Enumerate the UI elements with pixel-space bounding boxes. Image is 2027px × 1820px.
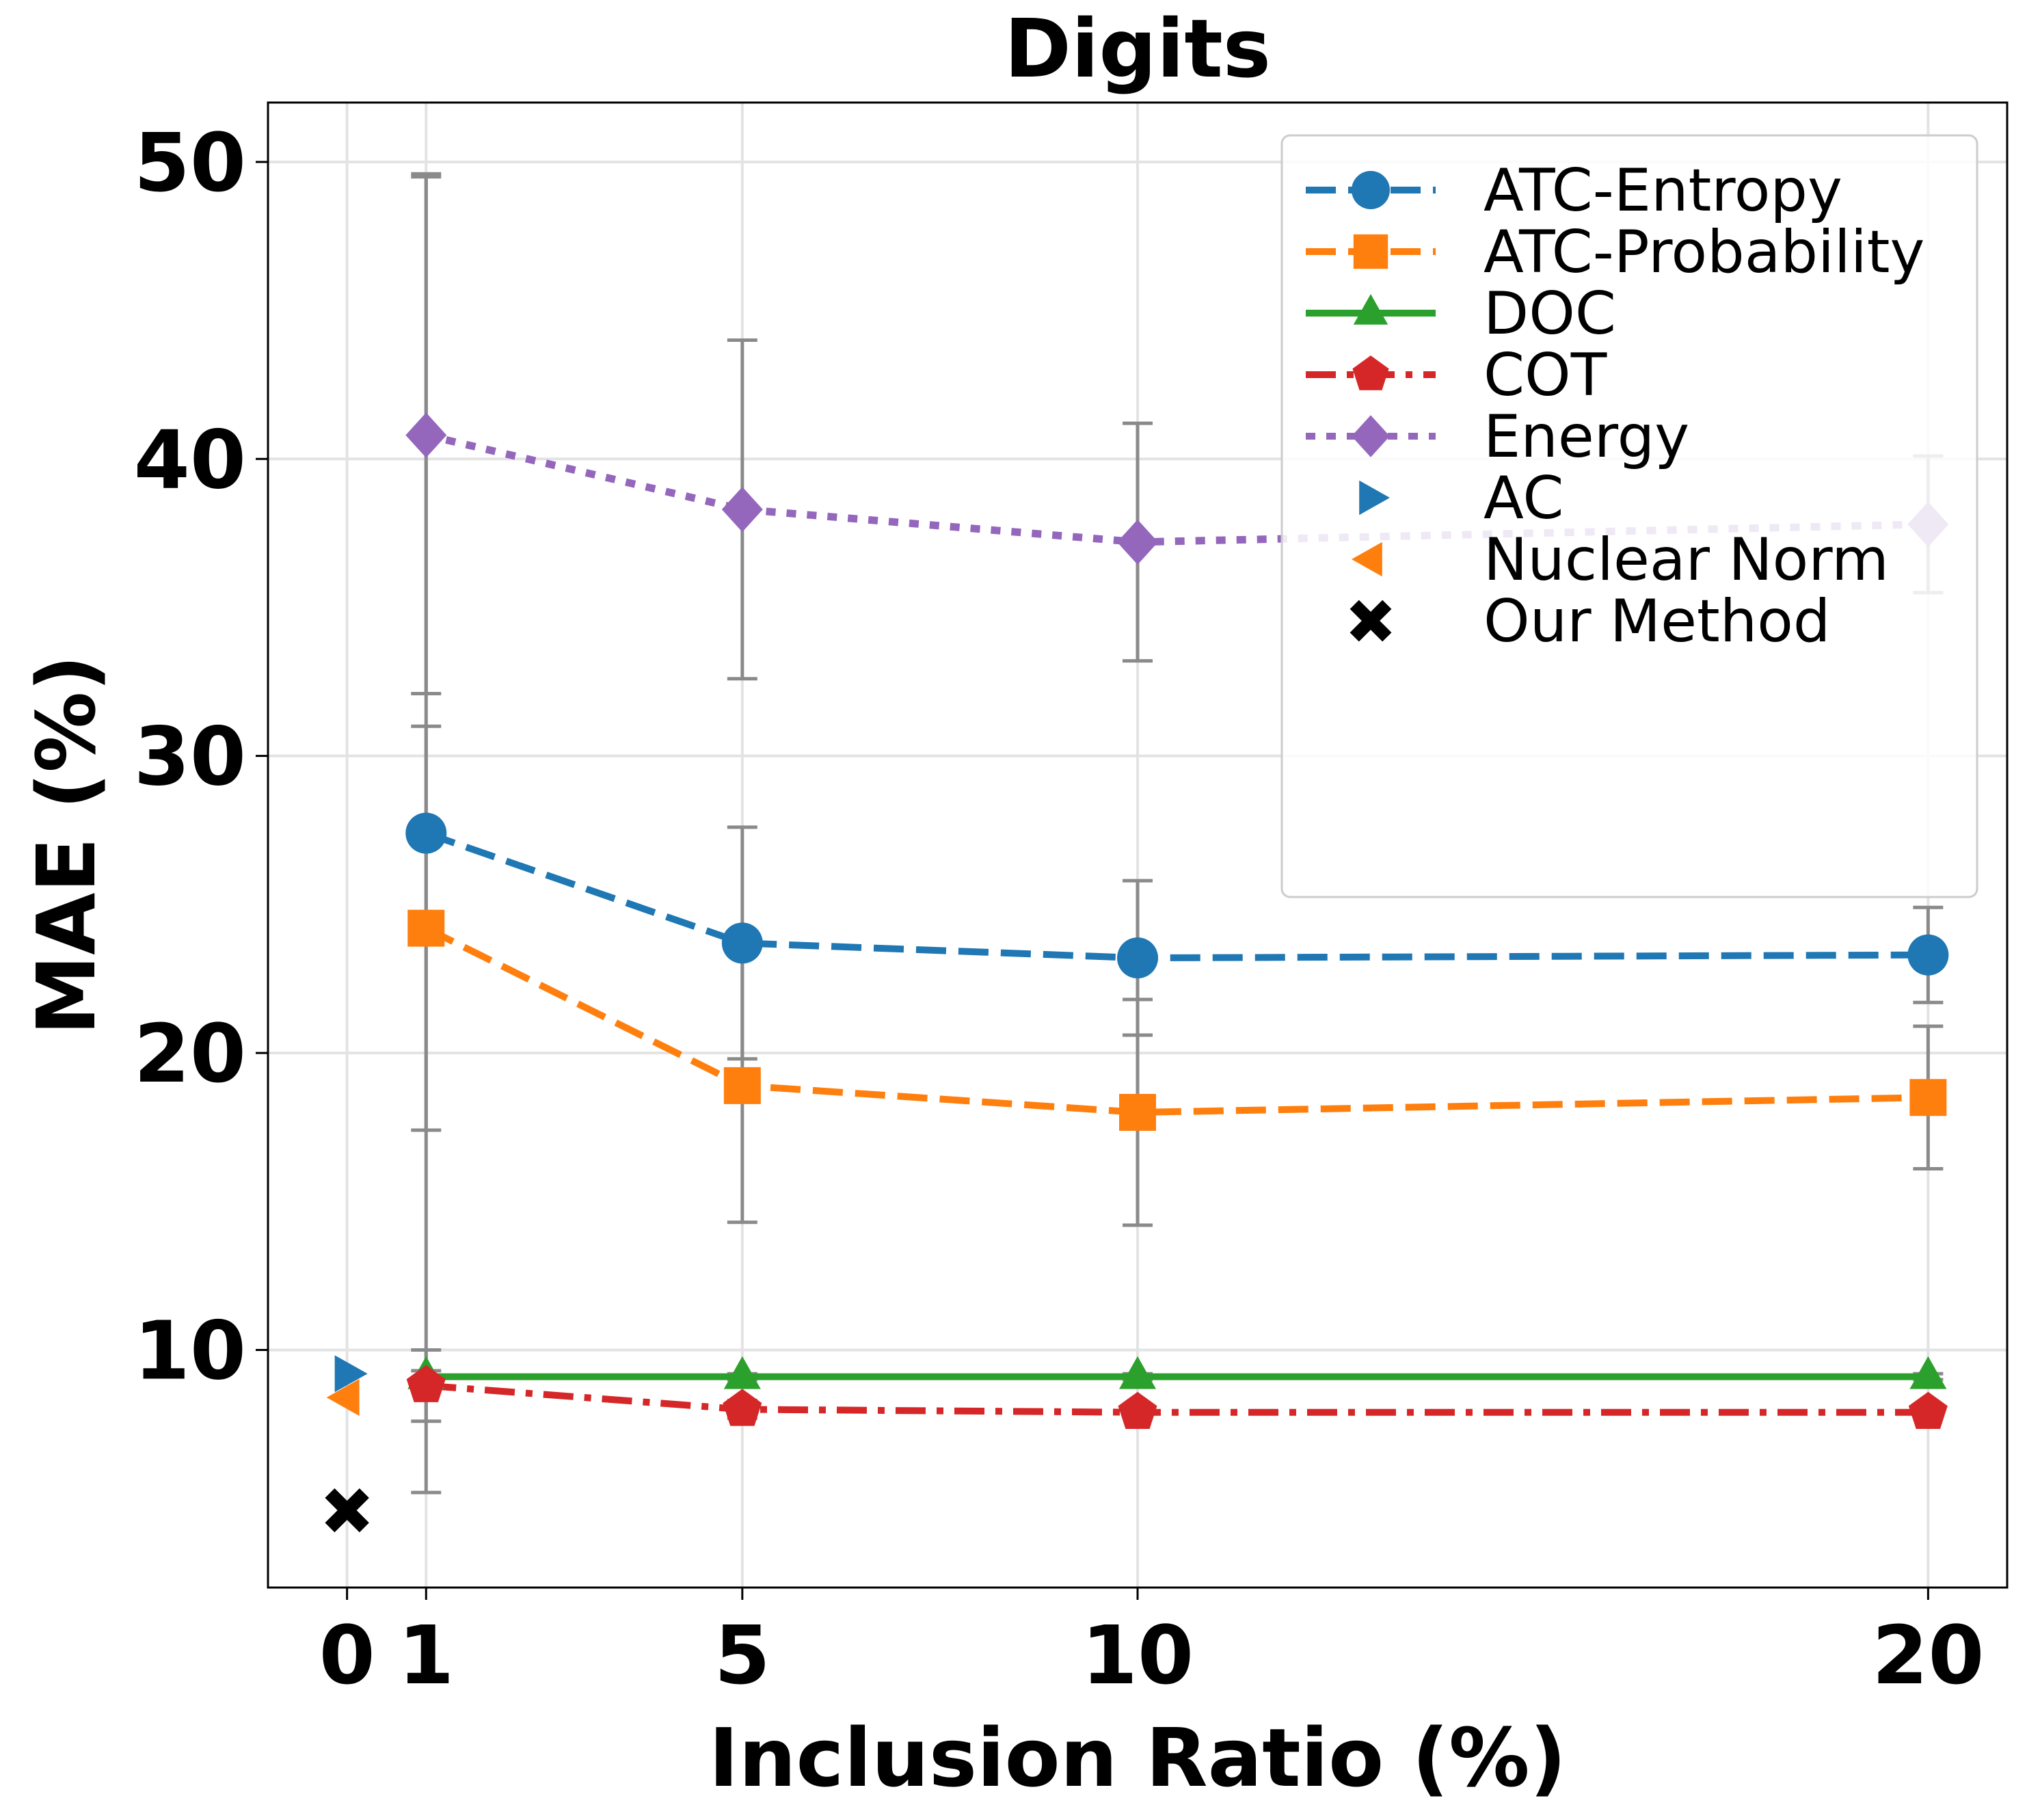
atc-probability-point [407,909,445,947]
doc-point [723,1356,761,1389]
legend-our-method-label: Our Method [1484,587,1830,656]
legend-nuclear-norm-marker [1352,541,1382,577]
x-axis-title: Inclusion Ratio (%) [709,1711,1567,1805]
atc-probability-point [723,1067,761,1104]
y-tick-label: 20 [134,1006,246,1101]
doc-point [1119,1356,1156,1389]
y-tick-label: 40 [134,412,246,507]
cot-point [1908,1391,1948,1429]
ac-point [334,1355,368,1393]
y-tick-label: 10 [134,1303,246,1397]
y-tick-label: 50 [134,116,246,210]
chart-title: Digits [1004,1,1271,96]
legend: ATC-EntropyATC-ProbabilityDOCCOTEnergyAC… [1280,134,1978,898]
series-markers [325,412,1949,1533]
cot-point [723,1389,762,1426]
nuclear-norm-point [326,1378,360,1416]
y-tick-label: 30 [134,710,246,804]
legend-ac-marker [1359,480,1390,516]
atc-entropy-point [1117,937,1158,979]
legend-atc-entropy-label: ATC-Entropy [1484,157,1842,225]
x-tick-label: 5 [714,1608,770,1702]
legend-atc-probability-marker [1353,234,1388,269]
our-method-point [325,1488,369,1533]
legend-doc-marker [1353,294,1388,325]
energy-point [1117,519,1158,565]
doc-point [1909,1356,1947,1389]
legend-atc-entropy-marker [1352,171,1390,209]
legend-energy-label: Energy [1484,403,1689,471]
legend-energy-marker [1352,415,1390,457]
cot-point [1118,1391,1157,1429]
cot-line [425,1382,1929,1416]
legend-frame [1280,134,1978,898]
axis-ticks: 0 1 5 10 20 10 20 30 40 50 [134,116,1985,1702]
atc-entropy-point [405,812,447,854]
legend-atc-probability-label: ATC-Probability [1484,218,1924,286]
legend-items: ATC-EntropyATC-ProbabilityDOCCOTEnergyAC… [1306,157,1924,656]
cot-point [406,1365,446,1402]
legend-our-method-marker [1350,600,1392,642]
legend-cot-marker [1352,356,1389,390]
x-tick-label: 1 [398,1608,454,1702]
legend-ac-label: AC [1484,464,1563,533]
x-tick-label: 10 [1082,1608,1194,1702]
x-tick-label: 0 [319,1608,375,1702]
energy-point [721,487,763,533]
atc-entropy-line [425,829,1929,962]
atc-probability-line [425,925,1929,1116]
atc-probability-point [1909,1079,1947,1116]
y-axis-title: MAE (%) [19,655,113,1036]
atc-entropy-point [1907,934,1949,976]
legend-doc-label: DOC [1484,280,1616,348]
x-tick-label: 20 [1872,1608,1984,1702]
legend-cot-label: COT [1484,341,1607,410]
atc-entropy-point [721,922,763,964]
energy-point [405,412,447,458]
legend-nuclear-norm-label: Nuclear Norm [1484,526,1889,594]
atc-probability-point [1119,1093,1156,1131]
